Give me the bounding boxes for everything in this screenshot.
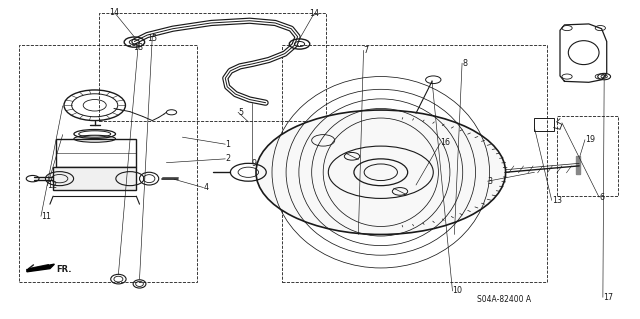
Text: FR.: FR. xyxy=(56,265,72,274)
Text: 13: 13 xyxy=(552,196,562,205)
Text: 1: 1 xyxy=(225,140,230,149)
Text: 10: 10 xyxy=(452,286,463,295)
Bar xyxy=(576,156,580,174)
Text: 11: 11 xyxy=(41,212,51,221)
Text: 19: 19 xyxy=(585,135,595,144)
Text: 18: 18 xyxy=(133,43,143,52)
Text: 15: 15 xyxy=(147,34,157,43)
Bar xyxy=(99,13,326,121)
Text: 5: 5 xyxy=(238,108,243,117)
Bar xyxy=(53,167,136,190)
Text: 16: 16 xyxy=(440,138,451,147)
Bar xyxy=(557,116,618,196)
Bar xyxy=(19,45,197,282)
Text: 8: 8 xyxy=(462,59,467,68)
Text: 14: 14 xyxy=(309,9,319,18)
Text: S04A-82400 A: S04A-82400 A xyxy=(477,295,531,304)
Polygon shape xyxy=(576,156,580,174)
Text: 2: 2 xyxy=(225,154,230,163)
Text: 7: 7 xyxy=(364,46,369,55)
Polygon shape xyxy=(27,264,54,272)
Circle shape xyxy=(256,110,506,234)
Text: 4: 4 xyxy=(204,183,209,192)
Text: 9: 9 xyxy=(252,159,257,168)
Bar xyxy=(56,139,136,167)
Text: 3: 3 xyxy=(488,177,493,186)
Bar xyxy=(534,118,554,131)
Text: 12: 12 xyxy=(47,181,58,190)
Text: 14: 14 xyxy=(109,8,119,17)
Text: 6: 6 xyxy=(599,193,604,202)
Bar xyxy=(282,45,547,282)
Text: 17: 17 xyxy=(603,293,613,302)
